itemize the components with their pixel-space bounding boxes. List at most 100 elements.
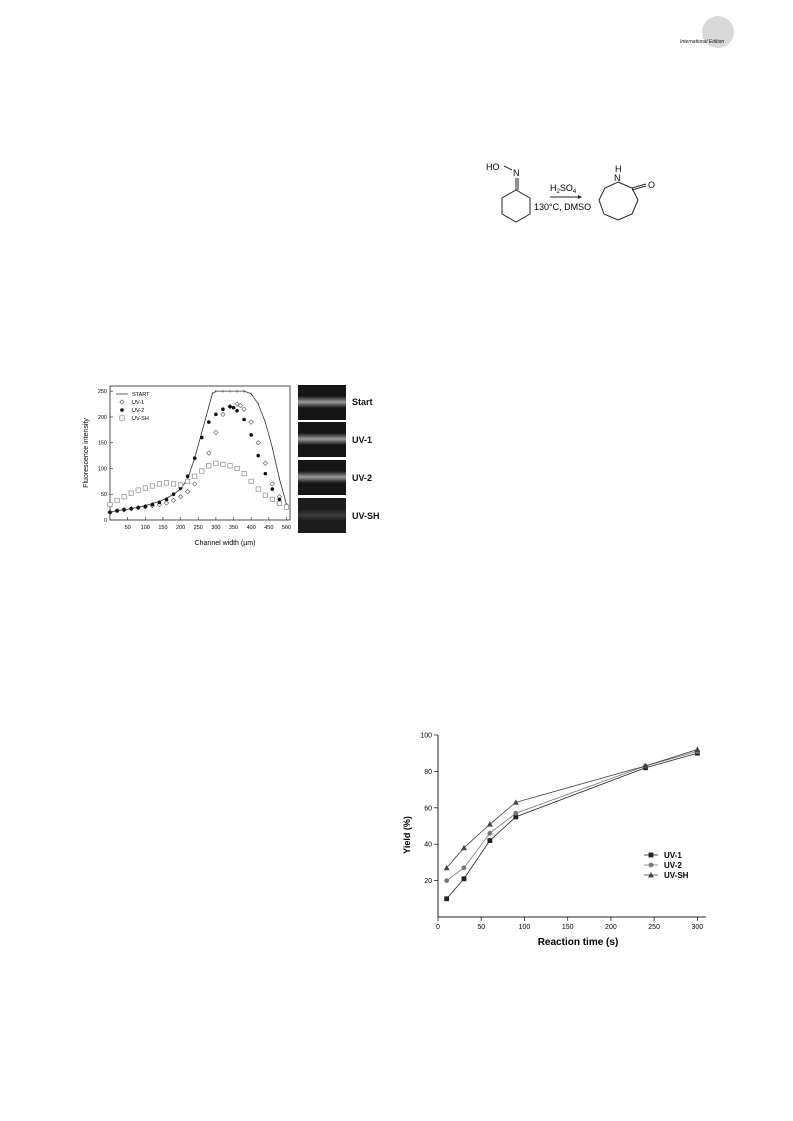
fig1-point-uv-1 <box>241 406 247 412</box>
carbonyl-o-label: O <box>648 180 655 190</box>
fig1-x-tick-label: 150 <box>158 525 167 531</box>
fig1-y-axis-label: Fluorescence intensity <box>83 418 90 488</box>
fig2-x-tick-label: 200 <box>605 924 617 931</box>
fig1-point-uv-sh <box>283 504 289 510</box>
fig1-point-uv-2 <box>207 420 211 424</box>
journal-badge-circle <box>702 16 734 48</box>
fig1-y-tick-label: 0 <box>104 518 107 524</box>
fig1-point-uv-2 <box>277 497 282 502</box>
reagent-label: H2SO4 <box>550 183 577 195</box>
fig1-point-uv-sh <box>276 501 282 507</box>
fig2-legend-marker <box>648 872 654 878</box>
azepane-ring <box>598 181 639 221</box>
fig1-point-uv-1 <box>213 429 219 436</box>
fig1-point-uv-sh <box>107 502 113 508</box>
fig2-x-tick-label: 300 <box>692 924 704 931</box>
fig1-x-tick-label: 250 <box>194 525 203 531</box>
reaction-scheme: N HO H2SO4 130°C, DMSO O N H <box>486 162 655 223</box>
fig1-legend-swatch <box>120 408 124 412</box>
cyclohexane-ring <box>501 189 531 223</box>
fig1-point-uv-sh <box>156 481 162 487</box>
fig1-point-uv-1 <box>177 494 184 500</box>
fig2-point-uv-sh <box>642 762 649 769</box>
fig1-point-uv-sh <box>255 486 261 492</box>
fig1-legend-label: UV-2 <box>132 408 144 414</box>
conditions-label: 130°C, DMSO <box>534 202 591 212</box>
fig2-point-uv-sh <box>460 844 467 851</box>
fig2-point-uv-2 <box>444 878 450 883</box>
fig1-point-uv-sh <box>185 478 191 484</box>
fig1-point-uv-2 <box>122 507 126 512</box>
fluorescence-image-panels: Start UV-1 UV-2 UV-SH <box>298 385 380 533</box>
fig1-point-uv-1 <box>170 497 177 504</box>
fig1-point-uv-2 <box>242 417 246 422</box>
fig1-point-uv-2 <box>143 504 148 509</box>
fig1-point-uv-1 <box>248 419 254 425</box>
fig2-y-tick-label: 80 <box>424 769 432 776</box>
fig1-point-uv-2 <box>235 408 239 413</box>
fig2-legend-label: UV-SH <box>664 871 689 880</box>
fig1-point-uv-1 <box>262 460 268 466</box>
fig1-point-uv-2 <box>214 412 218 417</box>
panel-label-uvsh: UV-SH <box>352 511 380 521</box>
fig2-x-tick-label: 0 <box>436 924 440 931</box>
fig1-point-uv-2 <box>270 487 275 491</box>
fig1-point-uv-1 <box>185 489 191 495</box>
fig1-y-tick-label: 200 <box>98 415 107 421</box>
fig1-point-uv-2 <box>256 453 261 458</box>
fig2-point-uv-1 <box>513 814 519 820</box>
panel-uv1 <box>298 422 346 457</box>
fig1-point-uv-2 <box>263 471 268 476</box>
fig1-point-uv-sh <box>142 485 148 491</box>
fig1-point-uv-sh <box>128 490 134 496</box>
fig2-series-line-uv-sh <box>446 749 698 869</box>
fig1-point-uv-2 <box>136 505 141 510</box>
fig1-point-uv-sh <box>135 487 141 493</box>
fig2-point-uv-2 <box>487 830 493 836</box>
fig1-point-uv-sh <box>192 473 198 479</box>
fig2-point-uv-1 <box>444 896 450 902</box>
fig1-point-uv-1 <box>192 481 198 487</box>
fig2-point-uv-sh <box>512 799 519 805</box>
fig1-x-tick-label: 450 <box>264 525 273 531</box>
fig1-point-uv-sh <box>262 492 268 498</box>
fig2-legend-label: UV-1 <box>664 851 682 860</box>
fig1-x-tick-label: 500 <box>282 525 291 531</box>
fig1-point-uv-2 <box>157 500 162 505</box>
fig1-legend-swatch <box>119 399 125 405</box>
fig2-point-uv-sh <box>486 821 493 827</box>
fig1-point-uv-sh <box>149 483 155 489</box>
fig1-point-uv-1 <box>255 440 261 446</box>
hydroxyl-label: HO <box>486 162 500 172</box>
fig2-point-uv-sh <box>443 864 450 871</box>
fig1-point-uv-2 <box>129 506 133 511</box>
fig1-point-uv-2 <box>171 492 176 497</box>
fig1-legend-swatch <box>119 415 125 421</box>
fluorescence-chart: 50 100 150 200 250 300 350 400 450 500 0 50 100 150 20… <box>83 385 291 547</box>
fig1-x-tick-label: 50 <box>125 525 131 531</box>
panel-uv2 <box>298 460 346 495</box>
fig1-point-uv-sh <box>213 460 219 466</box>
oxime-n-label: N <box>513 168 520 178</box>
fig2-x-tick-label: 50 <box>477 924 485 931</box>
fig1-point-uv-1 <box>206 450 212 456</box>
fig1-x-tick-label: 400 <box>247 525 256 531</box>
fig2-y-tick-label: 60 <box>424 805 432 812</box>
fig2-point-uv-2 <box>461 865 467 871</box>
panel-label-start: Start <box>352 397 373 407</box>
fig1-point-uv-sh <box>241 471 247 477</box>
fig2-x-tick-label: 250 <box>648 924 660 931</box>
panel-uvsh <box>298 498 346 533</box>
yield-chart: 0 50 100 150 200 250 300 20 40 60 80 100 UV-1UV-2UV-… <box>402 733 706 948</box>
fig1-point-uv-1 <box>220 411 226 417</box>
fig1-point-uv-sh <box>171 481 177 487</box>
fig1-point-uv-2 <box>231 405 236 410</box>
fig2-x-tick-label: 100 <box>519 924 531 931</box>
fig2-series-line-uv-2 <box>446 750 698 881</box>
fig1-y-tick-label: 100 <box>98 466 107 472</box>
fig2-point-uv-1 <box>487 838 493 843</box>
fig1-point-uv-2 <box>150 502 155 507</box>
fig1-legend-label: UV-SH <box>132 416 149 422</box>
fig2-series-line-uv-1 <box>446 752 698 900</box>
fig1-point-uv-sh <box>114 497 120 503</box>
